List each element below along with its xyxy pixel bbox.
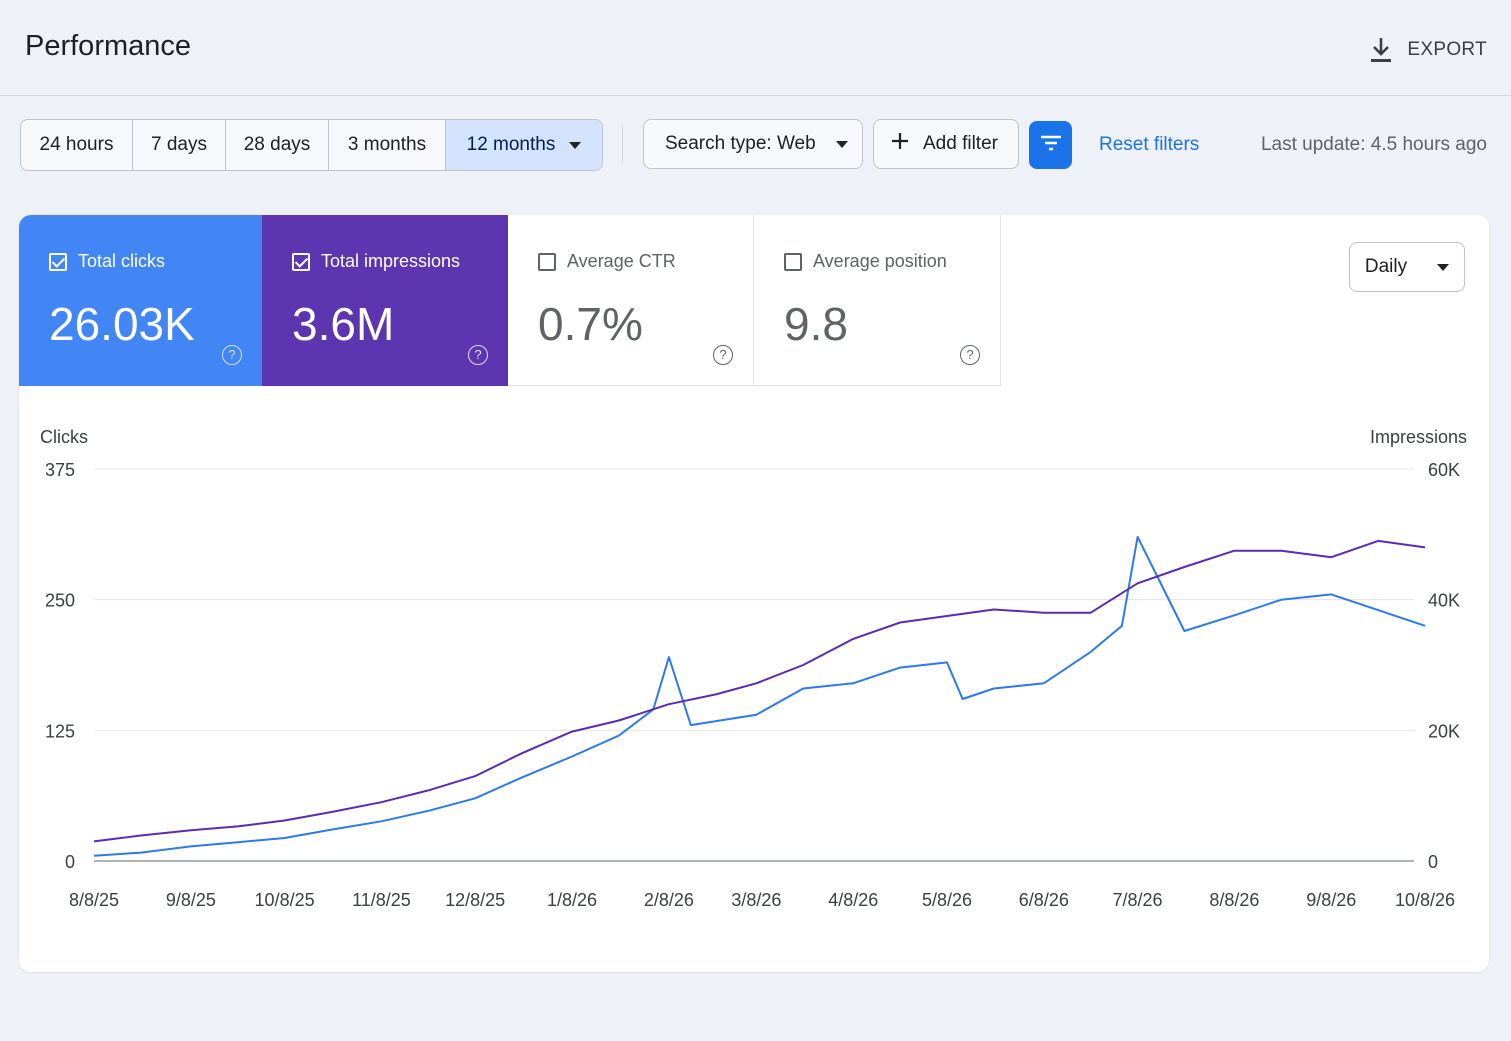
x-tick-label: 8/8/25 <box>69 890 119 910</box>
chevron-down-icon <box>1437 263 1450 271</box>
x-tick-label: 10/8/26 <box>1395 890 1455 910</box>
granularity-label: Daily <box>1364 256 1408 277</box>
checkbox-unchecked-icon[interactable] <box>784 252 802 271</box>
page-title: Performance <box>25 30 192 62</box>
range-12-months[interactable]: 12 months <box>446 120 602 170</box>
x-tick-label: 10/8/25 <box>255 890 315 910</box>
export-button[interactable]: EXPORT <box>1369 36 1487 64</box>
add-filter-label: Add filter <box>923 133 998 154</box>
metric-label: Total clicks <box>78 251 166 271</box>
y-tick-label-right: 60K <box>1428 460 1460 480</box>
export-label: EXPORT <box>1407 39 1487 60</box>
plus-icon <box>890 131 910 157</box>
metric-tile-average-ctr[interactable]: Average CTR 0.7% ? <box>508 215 754 386</box>
metric-value: 0.7% <box>538 298 643 350</box>
x-tick-label: 4/8/26 <box>828 890 878 910</box>
checkbox-checked-icon[interactable] <box>292 252 310 271</box>
x-tick-label: 8/8/26 <box>1209 890 1259 910</box>
x-tick-label: 9/8/25 <box>166 890 216 910</box>
search-type-label: Search type: Web <box>665 133 816 154</box>
x-tick-label: 9/8/26 <box>1306 890 1356 910</box>
date-range-selector: 24 hours 7 days 28 days 3 months 12 mont… <box>20 119 603 171</box>
performance-chart: Clicks Impressions 375 60K 250 40K 125 20K 0 0 8/8… <box>40 427 1467 910</box>
y-tick-label-right: 40K <box>1428 591 1460 611</box>
filter-list-button[interactable] <box>1029 121 1072 169</box>
help-icon[interactable]: ? <box>222 345 242 365</box>
metric-label: Total impressions <box>321 251 461 271</box>
x-tick-label: 6/8/26 <box>1019 890 1069 910</box>
clicks-series-line <box>93 535 1426 857</box>
help-icon[interactable]: ? <box>713 345 733 365</box>
granularity-dropdown[interactable]: Daily <box>1349 242 1465 292</box>
range-label: 24 hours <box>39 134 114 155</box>
range-label: 12 months <box>466 134 556 155</box>
toolbar-divider <box>622 125 623 163</box>
download-icon <box>1369 36 1393 64</box>
range-3-months[interactable]: 3 months <box>329 120 446 170</box>
search-type-dropdown[interactable]: Search type: Web <box>643 119 863 169</box>
x-tick-label: 12/8/25 <box>445 890 505 910</box>
x-tick-label: 7/8/26 <box>1113 890 1163 910</box>
y-tick-label-left: 250 <box>45 591 75 611</box>
y-tick-label-right: 20K <box>1428 721 1460 741</box>
y-axis-label-impressions: Impressions <box>1370 427 1467 447</box>
metric-value: 9.8 <box>784 298 848 350</box>
range-7-days[interactable]: 7 days <box>133 120 226 170</box>
metric-label: Average position <box>813 251 947 271</box>
metric-tile-average-position[interactable]: Average position 9.8 ? <box>754 215 1001 386</box>
help-icon[interactable]: ? <box>960 345 980 365</box>
x-tick-label: 5/8/26 <box>922 890 972 910</box>
y-tick-label-right: 0 <box>1428 852 1438 872</box>
y-tick-label-left: 0 <box>65 852 75 872</box>
metric-tile-total-clicks[interactable]: Total clicks 26.03K ? <box>19 215 262 386</box>
range-24-hours[interactable]: 24 hours <box>21 120 133 170</box>
impressions-series-line <box>93 539 1426 843</box>
x-tick-label: 1/8/26 <box>547 890 597 910</box>
x-tick-label: 11/8/25 <box>352 890 411 910</box>
reset-filters-link[interactable]: Reset filters <box>1099 134 1200 155</box>
metric-tile-total-impressions[interactable]: Total impressions 3.6M ? <box>262 215 508 386</box>
metric-value: 26.03K <box>49 298 195 350</box>
y-tick-label-left: 125 <box>45 721 75 741</box>
last-update-text: Last update: 4.5 hours ago <box>1260 134 1487 155</box>
y-axis-label-clicks: Clicks <box>40 427 88 447</box>
range-label: 3 months <box>347 134 427 155</box>
add-filter-button[interactable]: Add filter <box>873 119 1019 169</box>
metric-label: Average CTR <box>567 251 676 271</box>
help-icon[interactable]: ? <box>468 345 488 365</box>
range-label: 28 days <box>243 134 311 155</box>
metric-value: 3.6M <box>292 298 395 350</box>
checkbox-checked-icon[interactable] <box>49 252 67 271</box>
chevron-down-icon <box>569 141 582 149</box>
checkbox-unchecked-icon[interactable] <box>538 252 556 271</box>
x-tick-label: 3/8/26 <box>731 890 781 910</box>
chevron-down-icon <box>835 140 848 148</box>
range-28-days[interactable]: 28 days <box>226 120 329 170</box>
x-tick-label: 2/8/26 <box>644 890 694 910</box>
performance-card: Total clicks 26.03K ? Total impressions … <box>19 215 1489 972</box>
y-tick-label-left: 375 <box>45 460 75 480</box>
filter-list-icon <box>1040 134 1062 157</box>
range-label: 7 days <box>151 134 207 155</box>
page-header: Performance EXPORT <box>0 0 1511 96</box>
